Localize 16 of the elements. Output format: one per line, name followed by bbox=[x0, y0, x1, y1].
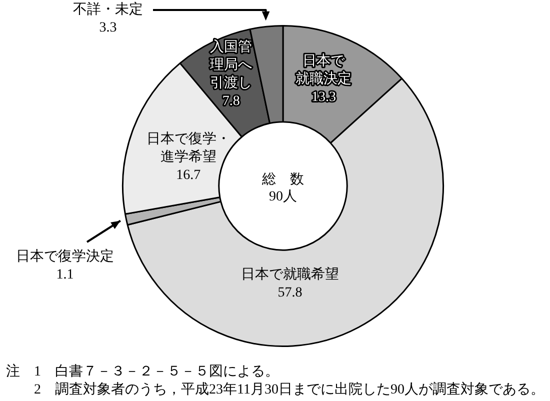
slice-label: 不詳・未定 bbox=[73, 2, 143, 18]
data-label: 3.3 bbox=[99, 20, 117, 36]
slice-label: 日本で復学・進学希望 bbox=[146, 130, 230, 165]
text: 2 調査対象者のうち，平成23年11月30日までに出院した90人が調査対象である。 bbox=[34, 382, 544, 398]
data-label: 16.7 bbox=[176, 168, 201, 183]
data-label: 1.1 bbox=[56, 268, 74, 283]
text: 注 1 白書７－３－２－５－５図による。 bbox=[6, 364, 279, 380]
slice-label: 日本で就職希望 bbox=[240, 266, 339, 282]
slice-label: 日本で復学決定 bbox=[16, 248, 114, 265]
data-label: 7.8 bbox=[222, 94, 240, 110]
data-label: 13.3 bbox=[311, 90, 336, 106]
data-label: 57.8 bbox=[278, 285, 302, 300]
slice-label: 日本で就職決定 bbox=[296, 53, 352, 88]
text: 90人 bbox=[269, 188, 297, 205]
slice-label: 入国管理局へ引渡し bbox=[210, 39, 252, 92]
text: 総 数 bbox=[261, 172, 304, 188]
